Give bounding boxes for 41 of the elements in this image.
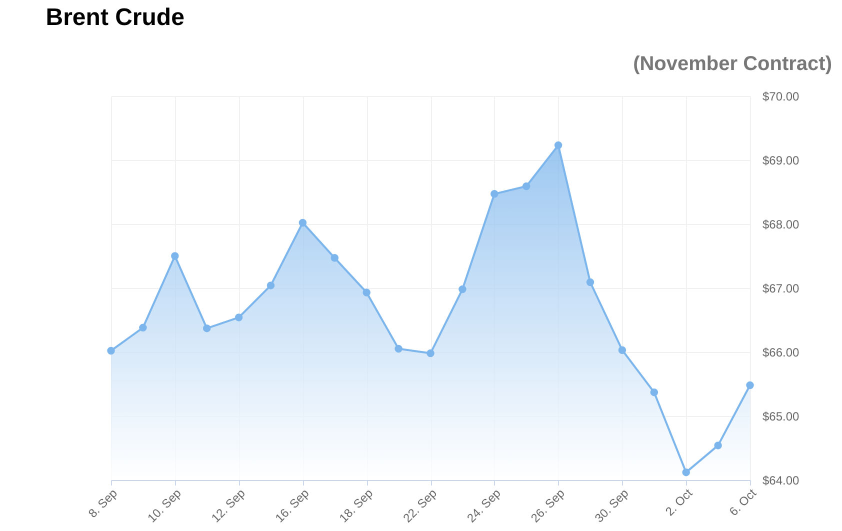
chart-subtitle: (November Contract) — [633, 53, 832, 75]
point — [298, 218, 307, 227]
y-tick-label: $65.00 — [762, 410, 800, 424]
point — [554, 141, 562, 150]
point — [746, 381, 754, 390]
y-tick-label: $67.00 — [762, 282, 800, 296]
point — [426, 349, 434, 358]
point — [458, 285, 466, 294]
x-tick-label: 30. Sep — [592, 486, 632, 526]
x-tick-label: 10. Sep — [144, 486, 184, 526]
point — [171, 252, 179, 260]
y-tick-label: $69.00 — [762, 154, 800, 168]
point — [714, 442, 722, 450]
y-tick-label: $64.00 — [762, 474, 800, 488]
y-tick-label: $66.00 — [762, 346, 800, 360]
point — [522, 182, 530, 190]
x-tick-label: 26. Sep — [528, 486, 568, 526]
point — [266, 282, 275, 290]
x-tick-label: 8. Sep — [86, 486, 120, 521]
point — [394, 344, 402, 353]
point — [586, 278, 594, 286]
x-tick-label: 12. Sep — [208, 486, 248, 526]
point — [682, 468, 690, 476]
x-tick-label: 16. Sep — [272, 486, 312, 526]
point — [330, 254, 339, 262]
point — [650, 388, 658, 396]
point — [139, 324, 147, 332]
x-tick-label: 6. Oct — [726, 486, 760, 519]
point — [202, 324, 211, 332]
point — [490, 190, 498, 198]
point — [107, 346, 115, 355]
y-tick-label: $70.00 — [762, 90, 800, 104]
y-tick-label: $68.00 — [762, 218, 800, 232]
x-tick-label: 24. Sep — [464, 486, 504, 526]
x-tick-label: 18. Sep — [336, 486, 376, 526]
point — [234, 314, 243, 322]
point — [618, 346, 626, 354]
x-tick-label: 2. Oct — [662, 486, 696, 519]
x-tick-label: 22. Sep — [400, 486, 440, 526]
point — [362, 288, 370, 296]
chart-title: Brent Crude — [46, 4, 184, 31]
